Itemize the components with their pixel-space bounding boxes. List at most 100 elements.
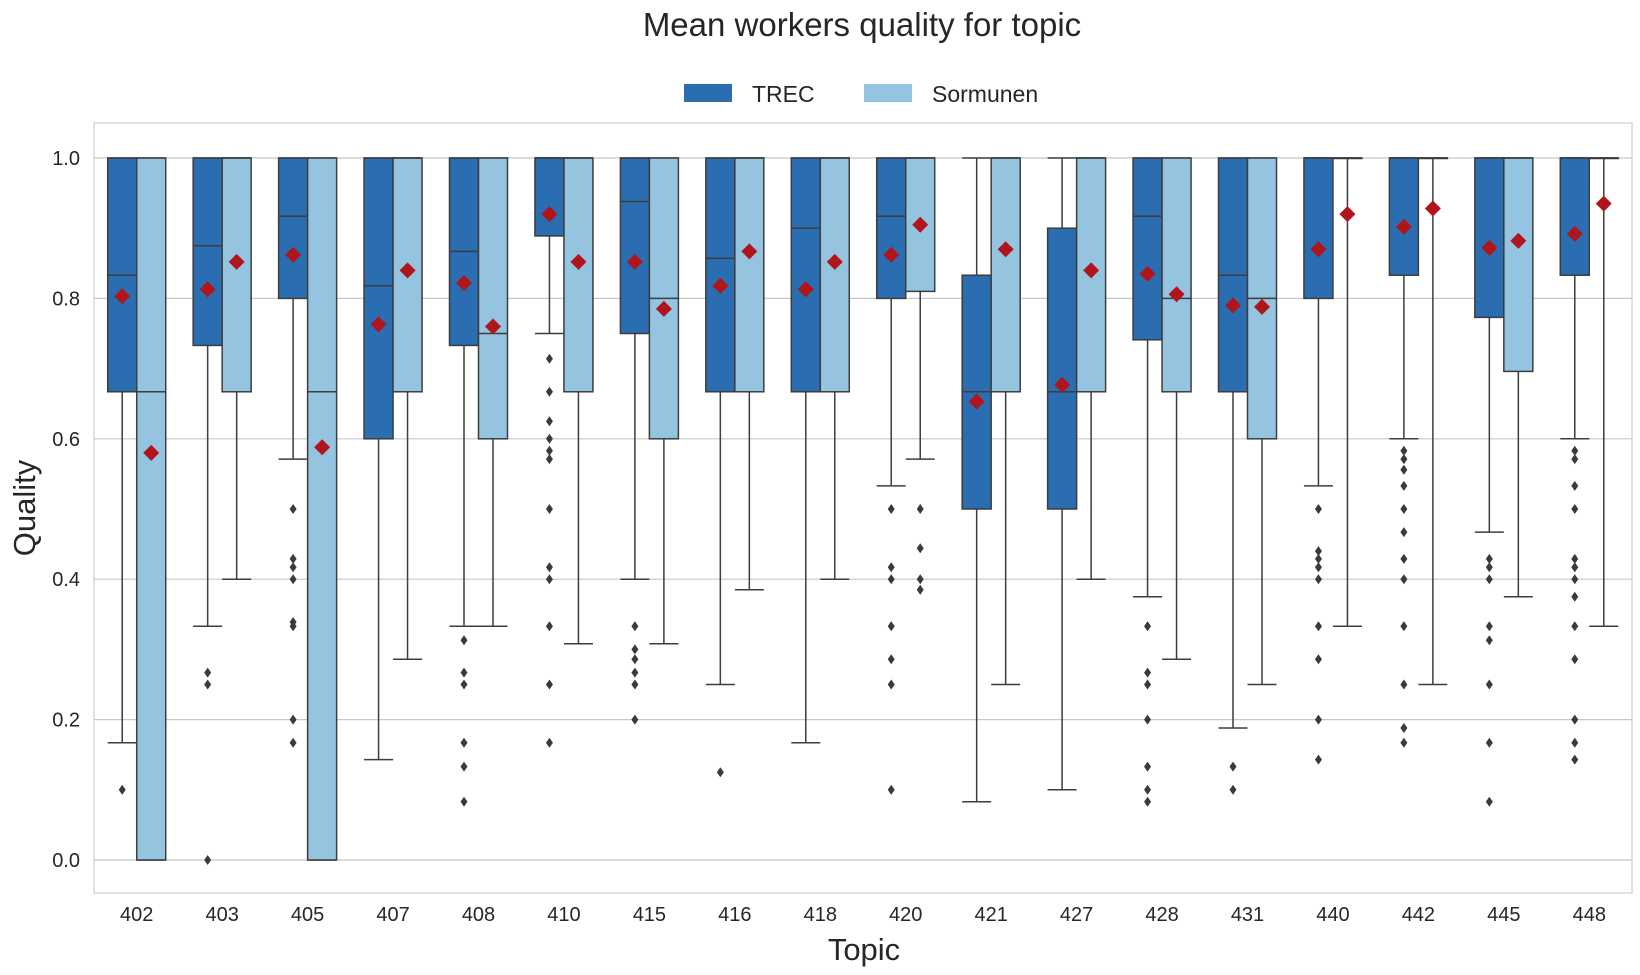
outlier-point bbox=[1485, 574, 1493, 585]
x-tick-label: 421 bbox=[974, 904, 1007, 926]
outlier-point bbox=[118, 784, 126, 795]
x-tick-label: 408 bbox=[462, 904, 495, 926]
outlier-point bbox=[1485, 553, 1493, 564]
outlier-point bbox=[1400, 737, 1408, 748]
outlier-point bbox=[289, 553, 297, 564]
outlier-point bbox=[1485, 562, 1493, 573]
y-axis-label: Quality bbox=[7, 459, 42, 556]
outlier-point bbox=[1571, 621, 1579, 632]
mean-marker bbox=[114, 288, 131, 305]
outlier-point bbox=[1571, 754, 1579, 765]
x-tick-label: 402 bbox=[120, 904, 153, 926]
outlier-point bbox=[289, 504, 297, 514]
outlier-point bbox=[545, 679, 553, 690]
box-sormunen-416 bbox=[734, 157, 765, 591]
outlier-point bbox=[1400, 480, 1408, 491]
outlier-point bbox=[1144, 714, 1152, 725]
outlier-point bbox=[631, 644, 639, 655]
mean-marker bbox=[968, 393, 985, 410]
box-trec-421 bbox=[961, 157, 992, 803]
outlier-point bbox=[887, 679, 895, 690]
outlier-point bbox=[545, 445, 553, 456]
outlier-point bbox=[289, 574, 297, 585]
box-sormunen-403 bbox=[221, 157, 252, 580]
x-tick-label: 415 bbox=[633, 904, 666, 926]
outlier-point bbox=[1144, 679, 1152, 690]
box-sormunen-405 bbox=[306, 157, 338, 861]
x-tick-label: 440 bbox=[1316, 904, 1349, 926]
mean-marker bbox=[1566, 225, 1583, 242]
mean-marker bbox=[314, 439, 331, 456]
box-body bbox=[1503, 157, 1534, 373]
box-body bbox=[819, 157, 851, 393]
outlier-point bbox=[545, 737, 553, 748]
x-tick-label: 427 bbox=[1060, 904, 1093, 926]
outlier-point bbox=[1571, 737, 1579, 748]
outlier-point bbox=[289, 714, 297, 725]
outlier-point bbox=[1400, 445, 1408, 456]
box-trec-420 bbox=[875, 157, 907, 795]
mean-marker bbox=[228, 253, 245, 270]
y-tick-label: 1.0 bbox=[52, 148, 80, 170]
outlier-point bbox=[545, 353, 553, 364]
outlier-point bbox=[460, 761, 468, 772]
box-trec-442 bbox=[1388, 157, 1420, 748]
outlier-point bbox=[1485, 621, 1493, 632]
box-trec-448 bbox=[1559, 157, 1591, 765]
box-sormunen-445 bbox=[1503, 157, 1534, 598]
outlier-point bbox=[1314, 546, 1322, 557]
box-body bbox=[221, 157, 252, 393]
mean-marker bbox=[1481, 239, 1498, 256]
outlier-point bbox=[1400, 553, 1408, 564]
legend-label-trec: TREC bbox=[752, 81, 815, 107]
mean-marker bbox=[1083, 262, 1100, 279]
box-sormunen-442 bbox=[1417, 157, 1449, 686]
mean-marker bbox=[199, 281, 216, 298]
outlier-point bbox=[1485, 737, 1493, 748]
outlier-point bbox=[631, 621, 639, 632]
box-body bbox=[1132, 157, 1163, 341]
box-trec-415 bbox=[619, 157, 651, 725]
mean-marker bbox=[1339, 206, 1356, 223]
outlier-point bbox=[1485, 796, 1493, 807]
mean-marker bbox=[1310, 241, 1327, 258]
outlier-point bbox=[1571, 654, 1579, 665]
y-tick-label: 0.2 bbox=[52, 710, 80, 732]
outlier-point bbox=[887, 784, 895, 795]
y-tick-label: 0.6 bbox=[52, 429, 80, 451]
outlier-point bbox=[887, 574, 895, 585]
mean-marker bbox=[883, 246, 900, 263]
box-body bbox=[135, 157, 167, 861]
outlier-point bbox=[1485, 635, 1493, 646]
y-tick-label: 0.4 bbox=[52, 569, 80, 591]
y-ticks: 0.0 0.2 0.4 0.6 0.8 1.0 bbox=[52, 148, 80, 872]
outlier-point bbox=[1144, 761, 1152, 772]
x-tick-label: 445 bbox=[1487, 904, 1520, 926]
outlier-point bbox=[289, 617, 297, 628]
box-sormunen-427 bbox=[1075, 157, 1107, 580]
outlier-point bbox=[204, 667, 212, 678]
box-sormunen-420 bbox=[904, 157, 936, 595]
outlier-point bbox=[289, 562, 297, 573]
outlier-point bbox=[1144, 667, 1152, 678]
outlier-point bbox=[1144, 784, 1152, 795]
box-body bbox=[619, 157, 651, 335]
x-tick-label: 407 bbox=[376, 904, 409, 926]
outlier-point bbox=[631, 714, 639, 725]
box-sormunen-418 bbox=[819, 157, 851, 580]
mean-marker bbox=[1054, 376, 1071, 393]
outlier-point bbox=[1400, 464, 1408, 475]
outlier-point bbox=[545, 574, 553, 585]
outlier-point bbox=[1571, 480, 1579, 491]
box-body bbox=[1161, 157, 1192, 393]
outlier-point bbox=[1314, 553, 1322, 564]
outlier-point bbox=[1229, 761, 1237, 772]
x-axis-label: Topic bbox=[828, 932, 900, 967]
box-body bbox=[1474, 157, 1505, 319]
box-body bbox=[563, 157, 594, 393]
mean-marker bbox=[797, 281, 814, 298]
box-body bbox=[534, 157, 565, 237]
outlier-point bbox=[1400, 504, 1408, 514]
outlier-point bbox=[887, 504, 895, 514]
legend-label-sormunen: Sormunen bbox=[932, 81, 1038, 107]
